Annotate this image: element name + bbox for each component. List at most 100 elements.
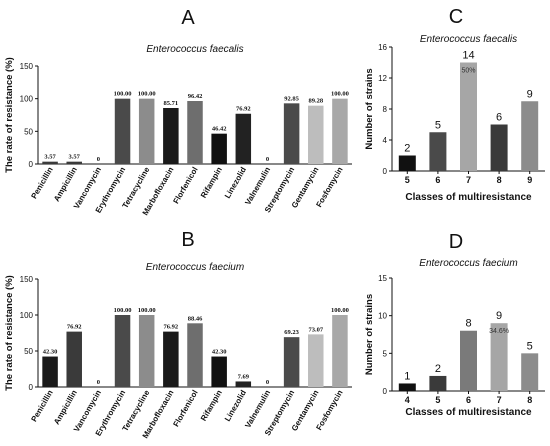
value-label: 100.00 [138,307,156,314]
y-tick-label: 150 [20,62,34,71]
value-label: 14 [462,50,474,62]
value-label: 100.00 [331,307,349,314]
value-label: 2 [435,363,441,375]
bar [66,331,82,387]
category-label: Linezolid [223,388,248,423]
y-tick-label: 16 [378,43,387,52]
value-label: 9 [527,88,533,100]
value-label: 73.07 [308,326,323,333]
bar [235,381,252,387]
y-tick-label: 0 [383,387,388,396]
panel-label: D [449,231,463,253]
value-label: 69.23 [284,329,299,336]
category-label: Penicillin [29,388,54,423]
y-tick-label: 0 [29,383,34,392]
bar [283,103,300,164]
bar [211,133,227,164]
category-label: 7 [466,175,471,185]
bar [138,98,155,164]
bar [187,323,203,387]
value-label: 0 [97,156,100,163]
panel-label: A [181,7,195,29]
value-label: 0 [266,156,269,163]
category-label: Rifampin [199,165,224,199]
category-label: Florfenicol [171,166,199,206]
bar [114,315,131,387]
bar [42,356,58,387]
category-label: Ampicillin [52,165,79,203]
category-label: 5 [405,175,410,185]
y-tick-label: 10 [378,312,387,321]
bar [490,323,508,391]
y-axis-label: The rate of resistance (%) [4,57,15,173]
value-label: 9 [496,310,502,322]
category-label: Linezolid [223,165,248,200]
y-tick-label: 15 [378,274,387,283]
value-label: 100.00 [138,91,156,98]
value-label: 1 [404,370,410,382]
category-label: 8 [497,175,502,185]
y-tick-label: 50 [24,347,33,356]
category-label: 4 [405,395,410,405]
value-label: 5 [435,119,441,131]
bar [66,161,82,164]
value-label: 100.00 [114,91,132,98]
value-label: 46.42 [212,126,227,133]
bar-annotation: 50% [461,68,475,75]
value-label: 3.57 [44,154,56,161]
bar [429,132,447,171]
y-tick-label: 100 [20,95,34,104]
chart-title: Enterococcus faecium [146,262,244,273]
bar [521,353,539,391]
category-label: 6 [466,395,471,405]
y-tick-label: 50 [24,127,33,136]
bar [332,98,348,164]
category-label: Penicillin [29,165,54,200]
chart-title: Enterococcus faecium [419,258,517,269]
bar [398,155,416,171]
y-tick-label: 5 [383,349,388,358]
category-label: 5 [435,395,440,405]
y-axis-label: Number of strains [364,294,375,375]
bar [211,356,227,387]
value-label: 76.92 [67,324,82,331]
bar [114,98,131,164]
y-tick-label: 0 [383,167,388,176]
y-tick-label: 8 [383,105,388,114]
category-label: Florfenicol [171,389,199,429]
value-label: 89.28 [308,98,323,105]
y-axis-label: Number of strains [364,68,375,149]
bar [138,315,155,387]
bar [235,113,252,164]
bar [490,124,508,171]
bar [521,101,539,171]
category-label: 6 [435,175,440,185]
bar [308,105,324,164]
category-label: 9 [527,175,532,185]
y-axis-label: The rate of resistance (%) [4,275,15,391]
value-label: 6 [496,112,502,124]
value-label: 7.69 [238,373,250,380]
value-label: 100.00 [331,91,349,98]
bar [187,101,203,164]
chart-b: B Enterococcus faecium The rate of resista… [4,229,352,440]
bar [332,315,348,387]
chart-c: C Enterococcus faecalis Number of strains C… [364,6,545,203]
bar [42,161,58,164]
category-label: 8 [527,395,532,405]
value-label: 92.85 [284,95,299,102]
panel-label: C [449,6,463,28]
value-label: 0 [266,379,269,386]
chart-title: Enterococcus faecalis [146,44,243,55]
y-tick-label: 100 [20,311,34,320]
bar [308,334,324,387]
value-label: 3.57 [69,154,81,161]
value-label: 42.30 [43,349,58,356]
value-label: 0 [97,379,100,386]
bar [163,108,179,164]
panel-label: B [181,229,194,251]
bar [460,62,477,171]
y-tick-label: 4 [383,136,388,145]
category-label: 7 [497,395,502,405]
value-label: 76.92 [236,106,251,113]
